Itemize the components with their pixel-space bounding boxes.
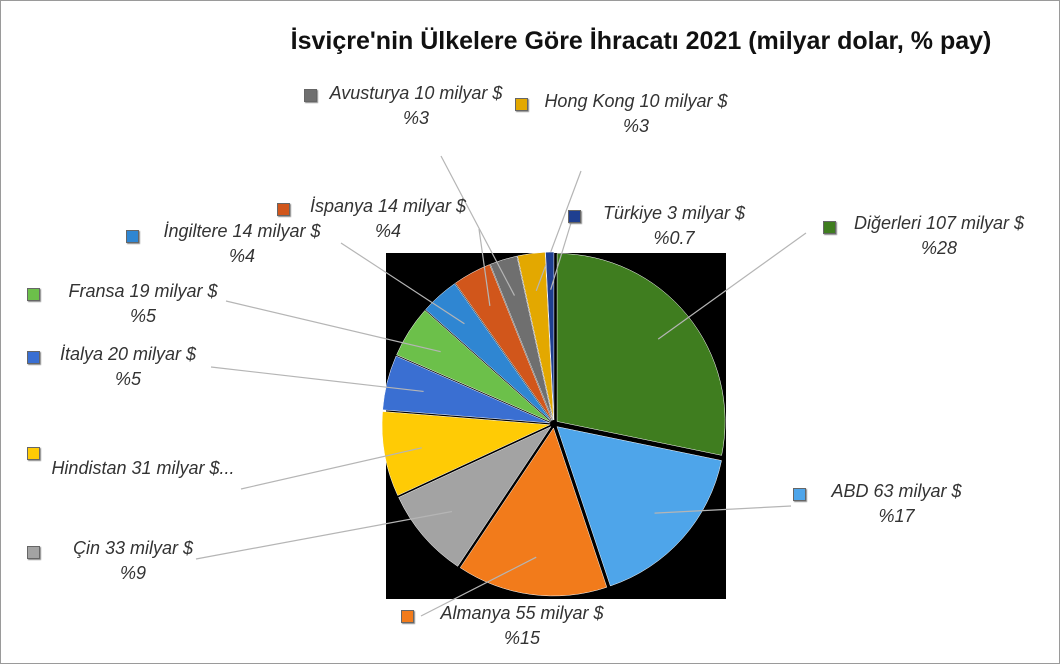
percent-label: %5 xyxy=(129,306,156,326)
category-label: Hong Kong xyxy=(544,91,635,111)
category-label: Türkiye xyxy=(602,203,662,223)
pie-slice xyxy=(459,427,608,597)
value-label: 19 milyar $ xyxy=(129,281,218,301)
percent-label: %4 xyxy=(228,246,255,266)
value-label: 33 milyar $ xyxy=(105,538,194,558)
category-label: Almanya xyxy=(440,603,511,623)
legend-marker xyxy=(401,610,414,623)
value-label: 63 milyar $ xyxy=(873,481,962,501)
value-label: 14 milyar $ xyxy=(378,196,467,216)
value-label: 55 milyar $ xyxy=(515,603,604,623)
percent-label: %3 xyxy=(402,108,429,128)
category-label: Hindistan xyxy=(51,458,127,478)
pie-slice xyxy=(556,253,726,456)
percent-label: %28 xyxy=(920,238,958,258)
pie-slice xyxy=(517,251,554,421)
pie-slice xyxy=(425,283,552,422)
percent-label: %4 xyxy=(374,221,401,241)
category-label: İtalya xyxy=(59,344,103,364)
leader-line xyxy=(225,300,441,353)
value-label: 31 milyar $... xyxy=(131,458,235,478)
data-label: Avusturya 10 milyar $ %3 xyxy=(321,81,511,131)
leader-line xyxy=(240,447,422,490)
leader-line xyxy=(210,366,424,393)
category-label: İspanya xyxy=(309,196,373,216)
legend-marker xyxy=(126,230,139,243)
pie-slice xyxy=(556,426,722,587)
value-label: 10 milyar $ xyxy=(639,91,728,111)
category-label: Çin xyxy=(72,538,100,558)
legend-marker xyxy=(823,221,836,234)
data-label: ABD 63 milyar $ %17 xyxy=(809,479,984,529)
percent-label: %0.7 xyxy=(653,228,695,248)
data-label: Fransa 19 milyar $ %5 xyxy=(43,279,243,329)
legend-marker xyxy=(304,89,317,102)
legend-marker xyxy=(515,98,528,111)
category-label: İngiltere xyxy=(163,221,228,241)
category-label: Avusturya xyxy=(329,83,410,103)
percent-label: %9 xyxy=(119,563,146,583)
data-label: İtalya 20 milyar $ %5 xyxy=(43,342,213,392)
data-label: Türkiye 3 milyar $ %0.7 xyxy=(584,201,764,251)
pie-slice xyxy=(396,310,551,423)
leader-line xyxy=(654,505,792,514)
data-label: İspanya 14 milyar $ %4 xyxy=(293,194,483,244)
value-label: 3 milyar $ xyxy=(667,203,746,223)
data-label: İngiltere 14 milyar $ %4 xyxy=(142,219,342,269)
pie-slice xyxy=(398,426,552,567)
category-label: Fransa xyxy=(68,281,125,301)
pie-slice xyxy=(382,355,551,424)
percent-label: %3 xyxy=(622,116,649,136)
leader-line xyxy=(657,232,807,340)
pie-slice xyxy=(455,264,553,421)
value-label: 14 milyar $ xyxy=(232,221,321,241)
leader-line xyxy=(535,170,582,291)
pie-slice xyxy=(381,411,552,496)
pie-slice xyxy=(545,251,555,421)
data-label: Çin 33 milyar $ %9 xyxy=(43,536,223,586)
value-label: 20 milyar $ xyxy=(108,344,197,364)
leader-line xyxy=(478,228,491,306)
data-label: Diğerleri 107 milyar $ %28 xyxy=(839,211,1039,261)
percent-label: %15 xyxy=(503,628,541,648)
legend-marker xyxy=(27,288,40,301)
pie-slice xyxy=(489,255,554,421)
leader-line xyxy=(550,222,572,290)
value-label: 10 milyar $ xyxy=(414,83,503,103)
leader-line xyxy=(440,155,516,296)
legend-marker xyxy=(27,546,40,559)
category-label: ABD xyxy=(831,481,869,501)
leader-line xyxy=(340,242,465,325)
legend-marker xyxy=(568,210,581,223)
legend-marker xyxy=(277,203,290,216)
data-label: Almanya 55 milyar $ %15 xyxy=(417,601,627,651)
category-label: Diğerleri xyxy=(853,213,921,233)
legend-marker xyxy=(27,351,40,364)
data-label: Hindistan 31 milyar $... xyxy=(43,456,243,481)
legend-marker xyxy=(793,488,806,501)
percent-label: %17 xyxy=(878,506,915,526)
value-label: 107 milyar $ xyxy=(926,213,1025,233)
data-label: Hong Kong 10 milyar $ %3 xyxy=(531,89,741,139)
leader-line xyxy=(420,556,537,617)
leader-line xyxy=(195,510,453,560)
percent-label: %5 xyxy=(114,369,141,389)
legend-marker xyxy=(27,447,40,460)
chart-title: İsviçre'nin Ülkelere Göre İhracatı 2021 … xyxy=(290,27,992,55)
